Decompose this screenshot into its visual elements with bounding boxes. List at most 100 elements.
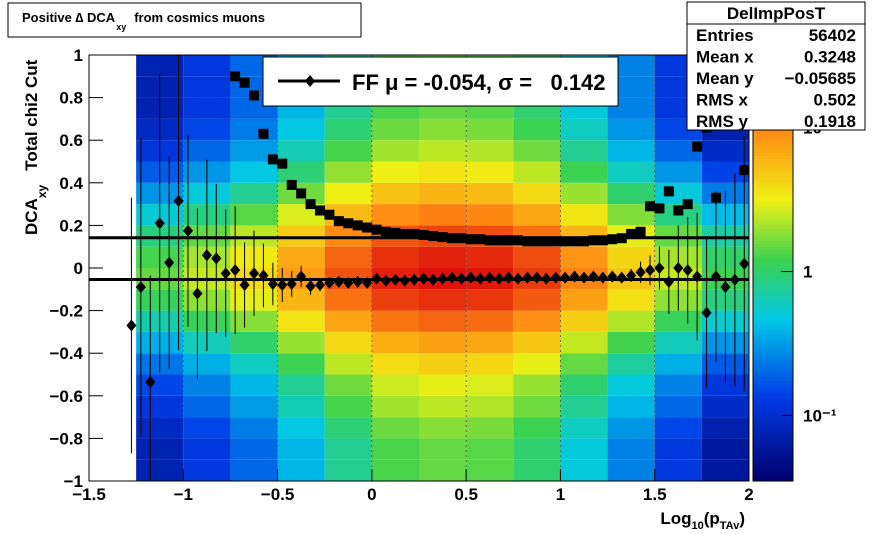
heatmap-cell <box>183 97 231 119</box>
color-bar-step <box>753 185 793 190</box>
color-bar-step <box>753 453 793 458</box>
heatmap-cell <box>513 417 561 439</box>
color-bar-step <box>753 395 793 400</box>
color-bar-step <box>753 353 793 357</box>
color-bar-step <box>753 131 793 135</box>
heatmap-cell <box>607 331 655 354</box>
x-label-close: ) <box>739 509 745 528</box>
color-bar-step <box>753 313 793 318</box>
color-bar-step <box>753 471 793 476</box>
diamond-marker <box>135 281 146 294</box>
color-bar-step <box>753 249 793 254</box>
diamond-marker <box>437 272 448 285</box>
diamond-marker <box>579 271 589 284</box>
heatmap-cell <box>654 395 702 418</box>
color-bar-step <box>753 407 793 412</box>
title-box <box>7 2 362 38</box>
square-marker <box>362 222 373 233</box>
color-bar-step <box>753 210 793 214</box>
heatmap-cell <box>419 182 467 205</box>
square-marker <box>503 235 514 246</box>
heatmap-cell <box>324 438 372 460</box>
heatmap-cell <box>560 310 608 332</box>
diamond-marker <box>211 252 222 265</box>
diamond-marker <box>673 262 684 274</box>
diamond-marker <box>362 276 373 289</box>
square-marker <box>465 234 476 245</box>
heatmap-cell <box>466 246 514 268</box>
heatmap-cell <box>277 459 325 481</box>
stats-label: RMS x <box>696 91 749 110</box>
color-bar-step <box>753 465 793 470</box>
heatmap-cell <box>466 161 514 183</box>
color-bar-step <box>753 310 793 315</box>
heatmap-cell <box>607 353 655 375</box>
heatmap-cell <box>230 118 278 141</box>
diamond-marker <box>729 273 740 286</box>
square-marker <box>513 235 523 246</box>
y-tick-label: 0 <box>74 259 83 278</box>
color-bar-step <box>753 152 793 156</box>
color-bar-step <box>753 219 793 223</box>
heatmap-cell <box>513 161 561 183</box>
heatmap-cell <box>513 459 561 481</box>
heatmap-cell <box>560 374 608 396</box>
diamond-marker <box>154 217 165 230</box>
chart-title: Positive ∆ DCAxy from cosmics muons <box>22 10 265 32</box>
color-bar-step <box>753 374 793 379</box>
diamond-marker <box>465 271 476 284</box>
color-bar-step <box>753 207 793 211</box>
heatmap-cell <box>277 331 325 354</box>
square-marker <box>456 233 467 244</box>
heatmap-cell <box>277 161 325 183</box>
color-bar-step <box>753 155 793 159</box>
color-bar-step <box>753 179 793 184</box>
stats-label: RMS y <box>696 112 749 131</box>
color-bar-step <box>753 301 793 306</box>
diamond-marker <box>277 279 288 292</box>
heatmap-cell <box>466 310 514 332</box>
diamond-marker <box>324 276 335 289</box>
heatmap-cell <box>513 395 561 418</box>
legend-label: FF μ = -0.054, σ = 0.142 <box>352 70 606 95</box>
heatmap-cell <box>607 204 655 226</box>
diamond-marker <box>447 271 457 284</box>
color-bar-step <box>753 337 793 342</box>
diamond-marker <box>550 271 561 284</box>
heatmap-cell <box>136 374 184 396</box>
color-bar-step <box>753 243 793 248</box>
square-marker <box>607 234 618 245</box>
heatmap-cell <box>654 374 702 396</box>
diamond-marker <box>315 279 325 292</box>
color-bar-step <box>753 368 793 372</box>
y-label-rest: Total chi2 Cut <box>22 59 41 170</box>
color-bar-step <box>753 435 793 439</box>
heatmap-cell <box>183 140 231 162</box>
heatmap-cell <box>513 438 561 460</box>
heatmap-cell <box>371 140 419 162</box>
x-tick-label: 1 <box>556 485 565 504</box>
diamond-marker <box>635 266 646 279</box>
color-bar-step <box>753 319 793 324</box>
heatmap-cell <box>230 161 278 183</box>
heatmap-cell <box>701 438 749 460</box>
color-bar-step <box>753 143 793 147</box>
heatmap-cell <box>560 289 608 311</box>
diamond-marker <box>173 194 184 207</box>
color-bar-step <box>753 432 793 436</box>
square-marker <box>560 236 571 247</box>
color-bar-step <box>753 286 793 290</box>
x-label-sub: TAv <box>720 520 740 532</box>
heatmap-cell <box>324 374 372 396</box>
heatmap-cell <box>324 331 372 354</box>
square-marker <box>682 199 693 210</box>
color-bar-step <box>753 204 793 208</box>
heatmap-cell <box>560 182 608 205</box>
heatmap-cell <box>371 438 419 460</box>
heatmap-cell <box>230 417 278 439</box>
heatmap-cell <box>607 97 655 119</box>
stats-value: 0.502 <box>813 91 856 110</box>
color-bar-step <box>753 444 793 449</box>
diamond-marker <box>475 272 486 285</box>
heatmap-cell <box>230 395 278 418</box>
